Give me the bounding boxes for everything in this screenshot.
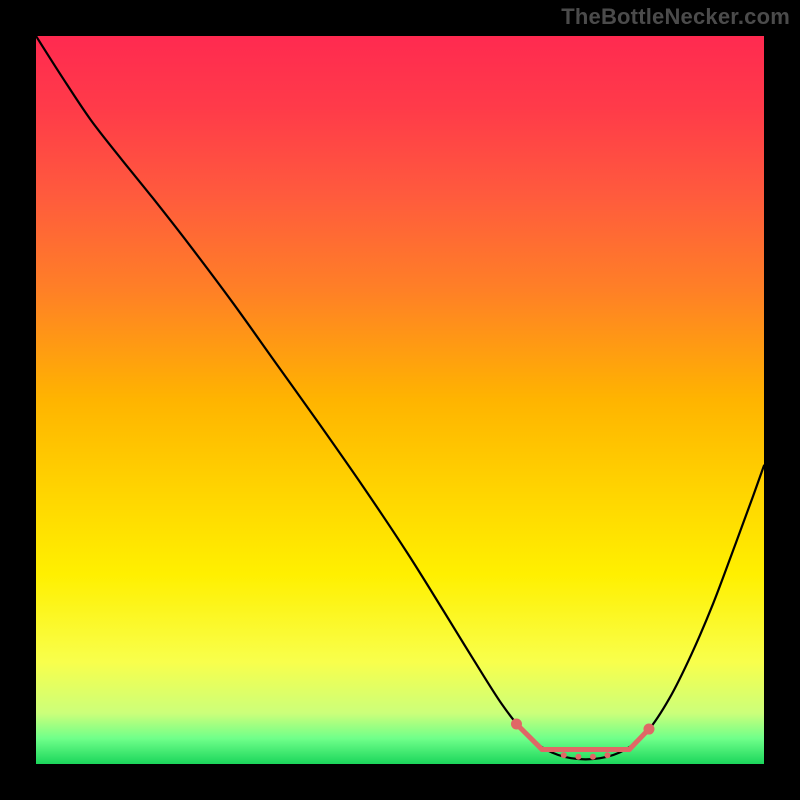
plot-background bbox=[36, 36, 764, 764]
highlight-dot bbox=[604, 752, 610, 758]
highlight-dot bbox=[561, 752, 567, 758]
highlight-endpoint bbox=[643, 724, 654, 735]
chart-stage: TheBottleNecker.com bbox=[0, 0, 800, 800]
highlight-dot bbox=[590, 754, 596, 760]
highlight-dot bbox=[575, 754, 581, 760]
chart-svg bbox=[0, 0, 800, 800]
highlight-endpoint bbox=[511, 718, 522, 729]
